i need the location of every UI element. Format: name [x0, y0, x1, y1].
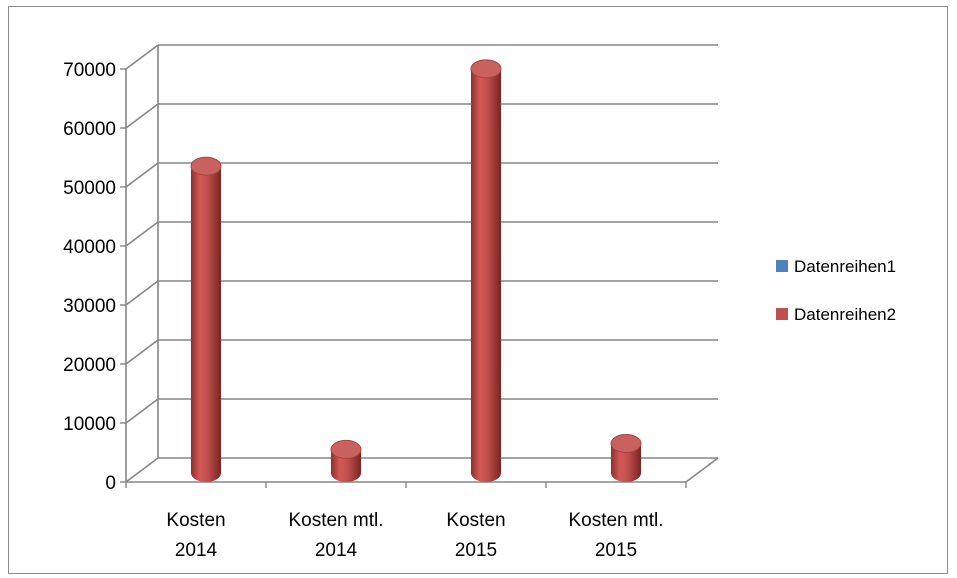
x-tick-label: Kosten [166, 510, 225, 531]
axis-labels: 0 10000 20000 30000 40000 50000 60000 70000 Kost… [63, 60, 663, 561]
y-tick-label: 20000 [63, 355, 116, 376]
bar-top [330, 439, 362, 459]
gridline-depth [125, 280, 159, 306]
legend: Datenreihen1 Datenreihen2 [776, 257, 896, 324]
legend-swatch [776, 308, 788, 320]
x-tick-label: 2014 [315, 540, 358, 561]
gridline-depth [125, 339, 159, 365]
bar [330, 439, 362, 482]
legend-swatch [776, 260, 788, 272]
bar-body [471, 68, 501, 482]
bar-top [610, 434, 642, 453]
gridline-depth [125, 221, 159, 247]
x-tick-label: Kosten mtl. [288, 510, 383, 531]
gridline-depth [125, 457, 159, 483]
gridline-depth [125, 398, 159, 424]
bar-body [191, 166, 221, 482]
bar [190, 156, 222, 482]
x-tick-label: 2015 [455, 540, 497, 561]
gridline-depth [125, 44, 159, 70]
y-tick-label: 30000 [63, 296, 116, 317]
bars [190, 59, 642, 482]
y-tick-label: 0 [105, 473, 116, 494]
legend-label: Datenreihen1 [794, 257, 896, 276]
y-tick-label: 10000 [63, 414, 116, 435]
legend-label: Datenreihen2 [794, 305, 896, 324]
y-tick-label: 70000 [63, 60, 116, 81]
x-tick-label: 2015 [595, 540, 637, 561]
x-tick-label: Kosten [446, 510, 505, 531]
bar-top [190, 156, 222, 176]
bar [470, 59, 502, 482]
y-tick-label: 40000 [63, 237, 116, 258]
gridline-depth [125, 162, 159, 188]
bar-body [611, 443, 641, 482]
x-tick-label: Kosten mtl. [568, 510, 663, 531]
x-tick-label: 2014 [175, 540, 218, 561]
y-tick-label: 60000 [63, 119, 116, 140]
gridline-depth [125, 103, 159, 129]
axes [120, 45, 719, 488]
bar [610, 434, 642, 482]
floor-edge [685, 457, 719, 483]
y-tick-label: 50000 [63, 178, 116, 199]
bar-top [470, 59, 502, 79]
